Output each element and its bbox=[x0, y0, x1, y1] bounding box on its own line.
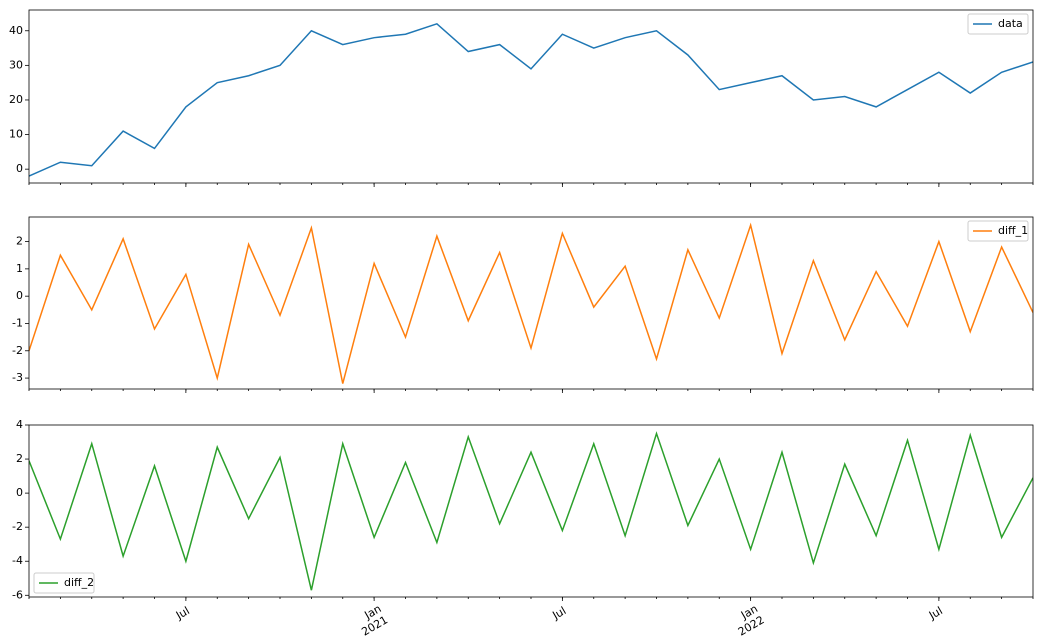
y-tick-label: 40 bbox=[9, 24, 23, 37]
legend-label: diff_2 bbox=[64, 576, 94, 589]
legend-label: diff_1 bbox=[998, 224, 1028, 237]
plot-area bbox=[29, 22, 1033, 177]
y-tick-label: 0 bbox=[16, 162, 23, 175]
axes-frame bbox=[28, 9, 1034, 184]
legend-label: data bbox=[998, 17, 1023, 30]
y-tick-label: 0 bbox=[16, 486, 23, 499]
x-tick-label: Jul bbox=[926, 604, 945, 622]
y-tick-label: 20 bbox=[9, 93, 23, 106]
y-tick-label: 10 bbox=[9, 128, 23, 141]
data-line bbox=[29, 222, 1033, 384]
y-tick-label: -2 bbox=[12, 344, 23, 357]
y-tick-label: 2 bbox=[16, 452, 23, 465]
legend-box bbox=[967, 220, 1029, 242]
y-tick-label: 2 bbox=[16, 235, 23, 248]
y-tick-label: -1 bbox=[12, 316, 23, 329]
x-tick-label: Jul bbox=[173, 604, 192, 622]
legend-box bbox=[967, 13, 1029, 35]
y-tick-label: 30 bbox=[9, 58, 23, 71]
y-tick-label: 0 bbox=[16, 289, 23, 302]
data-line bbox=[29, 431, 1033, 591]
y-tick-label: -4 bbox=[12, 554, 23, 567]
data-line bbox=[29, 22, 1033, 177]
x-tick-label: Jan2022 bbox=[729, 602, 766, 639]
y-tick-label: -3 bbox=[12, 371, 23, 384]
axes-frame bbox=[28, 216, 1034, 390]
y-tick-label: 4 bbox=[16, 418, 23, 431]
y-tick-label: -6 bbox=[12, 588, 23, 601]
y-tick-label: -2 bbox=[12, 520, 23, 533]
plot-area bbox=[29, 222, 1033, 384]
y-tick-label: 1 bbox=[16, 262, 23, 275]
plot-area bbox=[29, 431, 1033, 591]
axes-frame bbox=[28, 424, 1034, 598]
x-tick-label: Jan2021 bbox=[353, 602, 390, 639]
legend-box bbox=[33, 572, 95, 594]
x-tick-label: Jul bbox=[550, 604, 569, 622]
